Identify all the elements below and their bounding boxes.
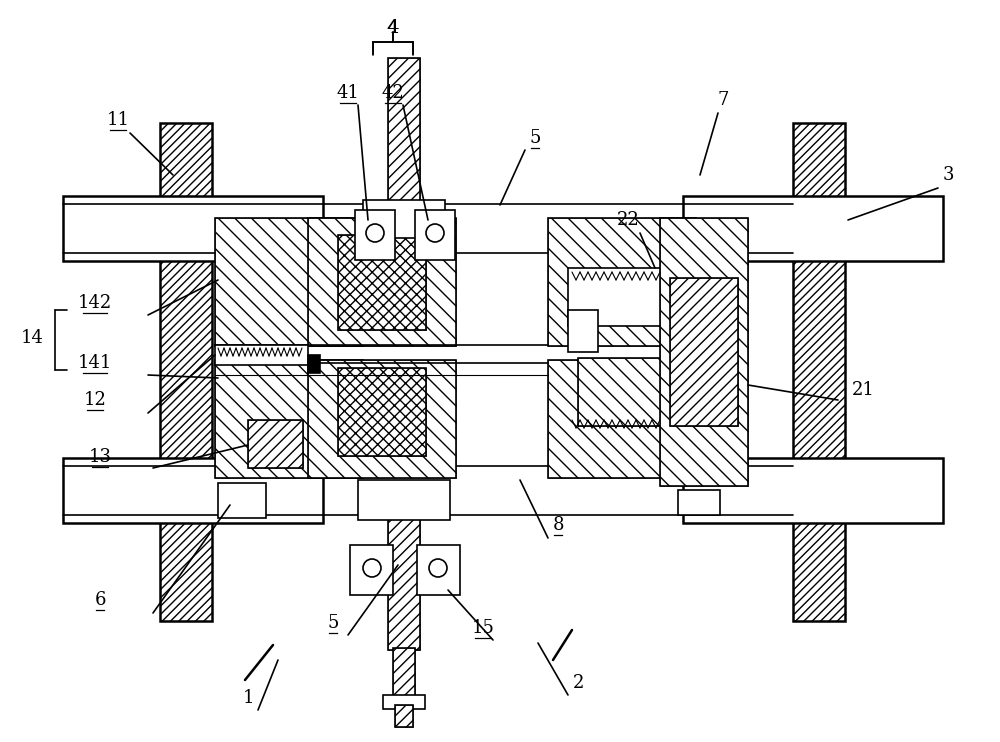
Bar <box>388 58 420 228</box>
Bar <box>660 218 748 486</box>
Text: 4: 4 <box>387 19 399 37</box>
Circle shape <box>426 224 444 242</box>
Bar <box>670 278 738 426</box>
Bar <box>63 458 323 523</box>
Bar <box>248 420 303 468</box>
Bar <box>578 358 666 426</box>
Text: 12: 12 <box>84 391 106 409</box>
Bar <box>350 545 393 595</box>
Text: 13: 13 <box>89 448 112 466</box>
Bar <box>393 648 415 700</box>
Bar <box>388 58 420 228</box>
Bar <box>215 360 363 478</box>
Bar <box>338 235 426 330</box>
Bar <box>363 200 445 238</box>
Bar <box>683 458 943 523</box>
Text: 5: 5 <box>529 129 541 147</box>
Text: 6: 6 <box>94 591 106 609</box>
Bar <box>215 218 363 346</box>
Bar <box>417 545 460 595</box>
Text: 15: 15 <box>472 619 494 637</box>
Bar <box>660 218 748 486</box>
Bar <box>358 480 450 520</box>
Bar <box>160 123 212 621</box>
Text: 2: 2 <box>572 674 584 692</box>
Bar <box>793 123 845 621</box>
Text: 3: 3 <box>942 166 954 184</box>
Bar <box>670 278 738 426</box>
Text: 22: 22 <box>617 211 639 229</box>
Text: 21: 21 <box>852 381 874 399</box>
Text: 5: 5 <box>327 614 339 632</box>
Bar <box>678 490 720 515</box>
Circle shape <box>366 224 384 242</box>
Text: 8: 8 <box>552 516 564 534</box>
Bar <box>338 235 426 330</box>
Bar <box>395 705 413 727</box>
Bar <box>683 196 943 261</box>
Bar <box>393 648 415 700</box>
Bar <box>793 123 845 621</box>
Text: 1: 1 <box>242 689 254 707</box>
Bar <box>215 345 308 365</box>
Bar <box>355 210 395 260</box>
Bar <box>338 368 426 456</box>
Text: 7: 7 <box>717 91 729 109</box>
Text: 141: 141 <box>78 354 112 372</box>
Text: 4: 4 <box>387 19 399 37</box>
Bar <box>568 268 676 326</box>
Bar <box>568 310 598 352</box>
Bar <box>248 420 303 468</box>
Text: 42: 42 <box>382 84 404 102</box>
Bar <box>548 360 696 478</box>
Bar <box>308 218 456 346</box>
Bar <box>308 360 456 478</box>
Text: 14: 14 <box>21 329 43 347</box>
Circle shape <box>363 559 381 577</box>
Bar <box>395 705 413 727</box>
Circle shape <box>429 559 447 577</box>
Bar <box>215 218 363 346</box>
Bar <box>218 483 266 518</box>
Bar <box>63 196 323 261</box>
Bar <box>415 210 455 260</box>
Bar <box>215 360 363 478</box>
Bar <box>160 123 212 621</box>
Text: 41: 41 <box>337 84 359 102</box>
Text: 142: 142 <box>78 294 112 312</box>
Bar <box>338 368 426 456</box>
Bar <box>578 358 666 426</box>
Bar <box>388 490 420 650</box>
Bar <box>388 490 420 650</box>
Text: 11: 11 <box>107 111 130 129</box>
Bar <box>308 355 320 373</box>
Bar <box>548 218 696 346</box>
Bar <box>548 218 696 346</box>
Bar <box>548 360 696 478</box>
Bar <box>383 695 425 709</box>
Bar <box>308 360 456 478</box>
Bar <box>308 218 456 346</box>
